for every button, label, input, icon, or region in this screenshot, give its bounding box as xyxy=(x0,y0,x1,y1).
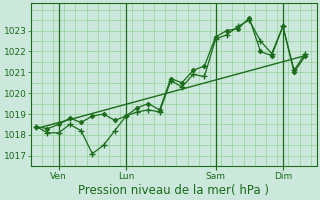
X-axis label: Pression niveau de la mer( hPa ): Pression niveau de la mer( hPa ) xyxy=(78,184,269,197)
